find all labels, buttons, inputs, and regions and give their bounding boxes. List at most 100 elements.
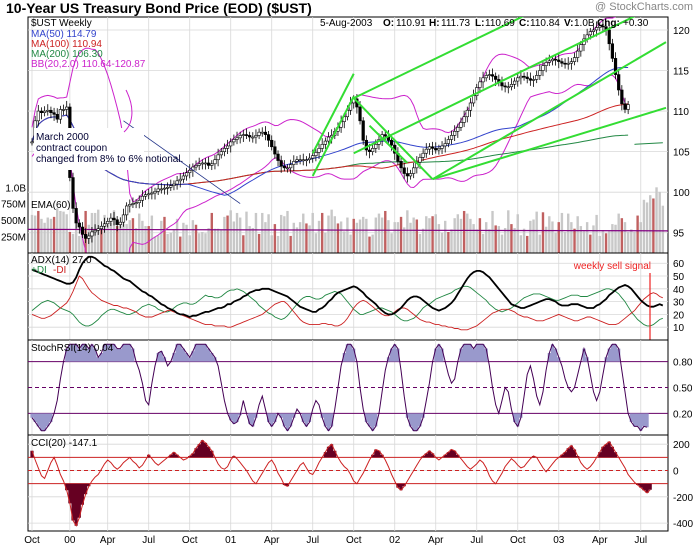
adx-y-tick: 20 (673, 310, 685, 321)
candle-body (194, 165, 198, 168)
plus-di-legend: +DI (31, 265, 47, 276)
candle-body (235, 137, 239, 140)
cci-line (31, 439, 651, 527)
price-candle (263, 126, 268, 141)
candle-body (279, 160, 283, 167)
adx-line (31, 255, 664, 318)
volume-bar (43, 222, 46, 253)
stockcharts-watermark: @ StockCharts.com (595, 1, 693, 13)
candle-body (456, 126, 460, 132)
price-candle (84, 228, 88, 244)
volume-bar (522, 228, 526, 253)
volume-bar (573, 228, 576, 253)
candle-body (430, 146, 435, 149)
candle-body (569, 61, 573, 64)
volume-bar (197, 233, 201, 253)
volume-bar (406, 210, 409, 253)
volume-bar (658, 191, 661, 253)
candle-body (115, 219, 119, 225)
candle-body (579, 44, 583, 52)
candle-body (273, 146, 277, 155)
candle-body (453, 131, 457, 136)
volume-bar (544, 226, 548, 253)
candle-body (49, 109, 53, 113)
candle-body (112, 217, 116, 221)
candle-body (150, 192, 154, 195)
candle-body (229, 141, 233, 147)
volume-bar (393, 222, 396, 253)
stochrsi-panel: 0.20 0.50 0.80 (27, 339, 693, 436)
volume-bar (295, 227, 299, 253)
volume-bar (541, 212, 545, 253)
price-candle (235, 131, 239, 145)
volume-bar (431, 216, 434, 253)
volume-bar (548, 216, 551, 253)
volume-bar (402, 227, 406, 253)
price-candle (430, 141, 435, 155)
volume-bar (529, 220, 532, 253)
candle-body (276, 153, 280, 161)
price-candle (43, 106, 47, 117)
price-candle (554, 54, 558, 66)
price-candle (440, 141, 444, 154)
stochrsi-y-tick: 0.20 (673, 409, 693, 420)
price-candle (39, 107, 44, 120)
x-axis-label: Oct (510, 535, 526, 546)
price-candle (361, 117, 365, 145)
volume-bar (475, 229, 478, 253)
price-candle (481, 71, 485, 89)
price-candle (478, 77, 482, 94)
volume-bar (128, 220, 131, 253)
volume-bar (409, 222, 412, 253)
price-candle (118, 217, 122, 229)
volume-bar (384, 210, 387, 253)
candle-body (181, 175, 186, 180)
candle-body (541, 65, 545, 71)
legend-ma50: MA(50) 114.79 (31, 29, 97, 40)
candle-body (90, 231, 94, 237)
price-candle (434, 142, 438, 154)
candle-body (481, 77, 485, 83)
price-candle (446, 135, 450, 148)
stochrsi-overbought-fill (65, 344, 621, 362)
volume-bar (330, 209, 333, 253)
candle-body (178, 178, 182, 182)
price-candle (216, 148, 220, 167)
volume-bar (314, 233, 318, 253)
volume-bar (576, 216, 579, 253)
volume-bar (371, 234, 374, 253)
candle-body (71, 177, 75, 209)
ma200-tail (634, 142, 663, 145)
change-value: +0.30 (623, 18, 649, 29)
price-candle (424, 143, 428, 158)
volume-bar (324, 232, 327, 253)
candle-body (399, 161, 403, 169)
price-candle (500, 76, 504, 91)
volume-bar (421, 228, 425, 253)
price-candle (87, 232, 91, 244)
x-axis-label: 02 (389, 535, 401, 546)
volume-bar (188, 235, 191, 253)
cci-y-tick: -200 (673, 493, 693, 504)
candle-body (535, 75, 539, 80)
price-candle (156, 184, 160, 196)
candle-body (140, 195, 144, 201)
price-candle (71, 172, 75, 214)
volume-bar (365, 218, 368, 253)
price-candle (61, 104, 66, 116)
legend-bollinger: BB(20,2.0) 110.64-120.87 (31, 59, 146, 70)
volume-bar (516, 214, 519, 253)
price-candle (150, 186, 154, 200)
volume-bar (65, 214, 68, 253)
price-candle (468, 98, 473, 117)
price-candle (506, 81, 510, 94)
volume-value: 1.0B (574, 18, 595, 29)
volume-bar (245, 211, 248, 253)
volume-bar (462, 210, 466, 253)
candle-body (109, 217, 113, 222)
candle-body (424, 148, 428, 154)
trend-channel-line (353, 97, 434, 180)
candle-body (61, 109, 66, 111)
price-candle (538, 64, 542, 81)
ohlc-readout: 5-Aug-2003 O: 110.91 H: 111.73 L: 110.69… (320, 18, 649, 29)
